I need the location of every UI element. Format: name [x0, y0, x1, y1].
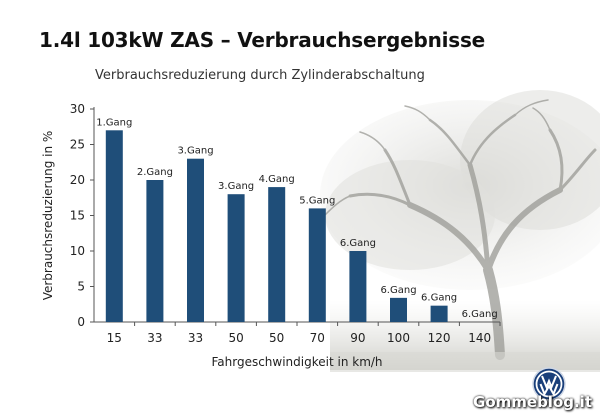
x-tick-label: 15: [107, 331, 122, 345]
x-tick-label: 50: [269, 331, 284, 345]
bar: [390, 297, 407, 322]
bar-data-label: 3.Gang: [177, 146, 213, 157]
bars: [105, 130, 448, 322]
vw-logo: [532, 367, 566, 401]
bar: [187, 158, 204, 322]
x-tick-label: 100: [387, 331, 410, 345]
x-tick-label: 33: [147, 331, 162, 345]
chart-subtitle: Verbrauchsreduzierung durch Zylinderabsc…: [95, 68, 425, 83]
y-axis-label: Verbrauchsreduzierung in %: [41, 131, 55, 301]
x-tick-label: 90: [350, 331, 365, 345]
bar: [268, 187, 286, 322]
y-axis: 0 5 10 15 20 25 30: [70, 102, 95, 329]
bar-data-label: 2.Gang: [137, 167, 173, 178]
y-tick-label: 25: [70, 138, 85, 152]
y-tick-label: 30: [70, 102, 85, 116]
bar-data-label: 1.Gang: [96, 117, 132, 128]
bar: [308, 208, 326, 322]
y-tick-label: 0: [77, 315, 85, 329]
bar-data-label: 4.Gang: [259, 174, 295, 185]
slide-title: 1.4l 103kW ZAS – Verbrauchsergebnisse: [39, 28, 486, 52]
y-tick-label: 5: [77, 280, 85, 294]
y-tick-label: 10: [70, 244, 85, 258]
x-tick-label: 70: [310, 331, 325, 345]
x-tick-label: 33: [188, 331, 203, 345]
y-tick-label: 15: [70, 209, 85, 223]
watermark-text: Gommeblog.it: [473, 393, 592, 411]
bar: [105, 130, 123, 322]
bar: [146, 180, 164, 322]
x-axis-label: Fahrgeschwindigkeit in km/h: [211, 355, 382, 369]
x-tick-label: 120: [428, 331, 451, 345]
bar-data-label: 5.Gang: [299, 195, 335, 206]
bar-data-label: 6.Gang: [340, 238, 376, 249]
bar-data-label: 6.Gang: [380, 285, 416, 296]
bar: [430, 305, 448, 322]
x-tick-label: 140: [468, 331, 491, 345]
bar: [227, 194, 245, 322]
bar-data-label: 6.Gang: [421, 293, 457, 304]
x-tick-label: 50: [228, 331, 243, 345]
bar-data-label: 6.Gang: [462, 309, 498, 320]
y-tick-label: 20: [70, 173, 85, 187]
x-axis: 15 33 33 50 50 70 90 100 120 140: [94, 321, 501, 345]
bar-data-label: 3.Gang: [218, 181, 254, 192]
bar-labels: 1.Gang 2.Gang 3.Gang 3.Gang 4.Gang 5.Gang 6.Ga…: [96, 117, 498, 320]
bar: [349, 251, 367, 322]
